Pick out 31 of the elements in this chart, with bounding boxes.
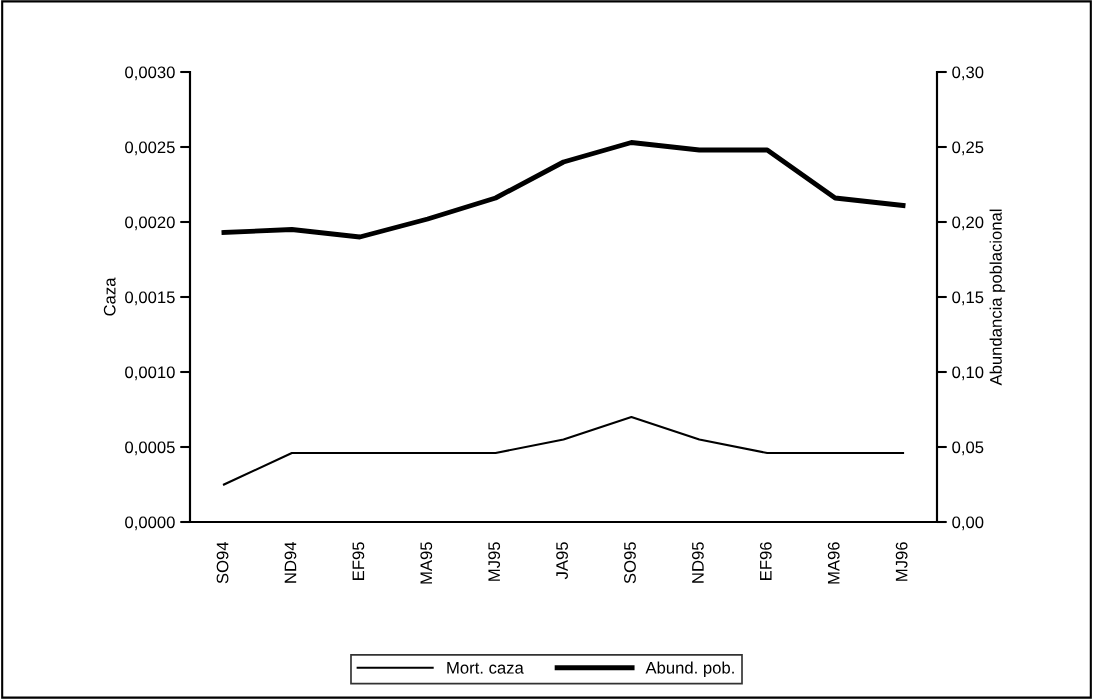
x-tick-label: ND94 xyxy=(284,541,297,583)
legend-label: Mort. caza xyxy=(447,662,524,674)
y-tick-label: 0,0025 xyxy=(125,141,175,156)
y-tick-label: 0,0030 xyxy=(125,66,175,81)
legend-label: Abund. pob. xyxy=(645,661,734,678)
y-axis-title: Caza xyxy=(103,277,116,316)
y2-tick-label: 0,15 xyxy=(952,291,984,306)
x-tick-label: EF95 xyxy=(352,542,365,580)
y2-tick-label: 0,30 xyxy=(952,66,984,81)
y-tick-label: 0,0000 xyxy=(125,516,175,531)
x-tick-label: SO95 xyxy=(624,542,636,584)
x-tick-label: MA96 xyxy=(827,542,840,584)
y-tick-label: 0,0020 xyxy=(125,216,175,231)
y2-tick-label: 0,05 xyxy=(952,441,984,456)
x-tick-label: EF96 xyxy=(759,542,772,580)
line-series xyxy=(222,415,905,486)
y-tick-label: 0,0005 xyxy=(125,441,175,456)
line-series xyxy=(221,140,906,240)
x-tick-label: SO94 xyxy=(216,541,229,584)
y2-tick-label: 0,25 xyxy=(952,141,984,156)
x-tick-label: MJ95 xyxy=(488,542,501,581)
x-tick-label: MA95 xyxy=(420,542,433,584)
y2-tick-label: 0,20 xyxy=(952,216,984,231)
x-tick-label: JA95 xyxy=(556,542,568,580)
y2-axis-title: Abundancia poblacional xyxy=(989,209,1006,386)
y2-tick-label: 0,10 xyxy=(952,366,984,381)
y-tick-label: 0,0010 xyxy=(125,366,175,381)
y2-tick-label: 0,00 xyxy=(952,516,984,531)
x-tick-label: MJ96 xyxy=(895,542,908,581)
y-tick-label: 0,0015 xyxy=(125,291,175,306)
x-tick-label: ND95 xyxy=(691,542,704,583)
